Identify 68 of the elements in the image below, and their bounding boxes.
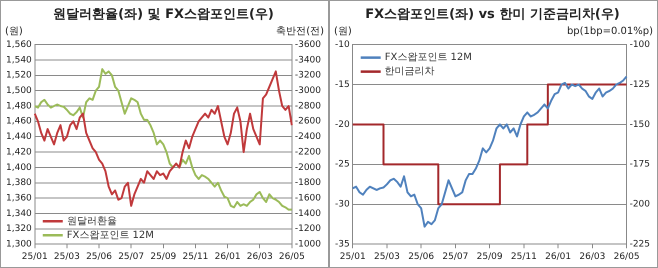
- y-tick-label: -25: [334, 160, 350, 170]
- y2-tick-label: -200: [630, 200, 650, 210]
- legend-label: FX스왑포인트 12M: [384, 52, 472, 64]
- chart-title: 원달러환율(좌) 및 FX스왑포인트(우): [53, 7, 274, 22]
- y-tick-label: 1,300: [6, 240, 32, 250]
- y-tick-label: 1,320: [6, 224, 32, 234]
- y-tick-label: 1,440: [6, 132, 32, 142]
- y2-tick-label: -150: [630, 120, 650, 130]
- y2-tick-label: -3600: [294, 40, 322, 50]
- legend-label: 한미금리차: [384, 66, 435, 78]
- y2-tick-label: -2800: [294, 101, 322, 112]
- y-tick-label: -20: [334, 120, 350, 130]
- x-tick-label: 25/07: [118, 252, 144, 262]
- y-tick-label: 1,360: [6, 193, 32, 204]
- y2-axis-title: bp(1bp=0.01%p): [566, 26, 654, 38]
- y2-tick-label: -175: [630, 160, 650, 170]
- x-tick-label: 25/11: [182, 252, 208, 262]
- y2-tick-label: -1000: [294, 240, 322, 250]
- y2-tick-label: -2000: [294, 162, 322, 173]
- y2-tick-label: -125: [630, 80, 650, 90]
- x-tick-label: 25/09: [476, 252, 503, 262]
- y-tick-label: 1,460: [6, 116, 32, 127]
- y2-tick-label: -3000: [294, 86, 322, 96]
- y2-tick-label: -3400: [294, 55, 322, 66]
- x-tick-label: 25/01: [22, 252, 48, 262]
- legend-label: 원달러환율: [66, 216, 117, 227]
- chart-title: FX스왑포인트(좌) vs 한미 기준금리차(우): [365, 7, 620, 22]
- y2-tick-label: -100: [630, 40, 650, 50]
- x-tick-label: 26/01: [545, 252, 572, 262]
- y2-tick-label: -1600: [294, 193, 322, 204]
- x-tick-label: 25/07: [442, 252, 468, 262]
- x-tick-label: 25/03: [374, 252, 400, 262]
- y-tick-label: 1,560: [6, 40, 32, 50]
- y-tick-label: -35: [334, 240, 350, 250]
- y-tick-label: 1,340: [6, 208, 32, 219]
- y-tick-label: 1,480: [6, 101, 32, 112]
- y2-tick-label: -1800: [294, 178, 322, 188]
- x-tick-label: 26/03: [246, 252, 273, 262]
- x-tick-label: 26/03: [579, 252, 606, 262]
- y-tick-label: 1,520: [6, 70, 32, 81]
- x-tick-label: 25/03: [54, 252, 80, 262]
- x-tick-label: 25/09: [150, 252, 177, 262]
- y-tick-label: 1,500: [6, 86, 32, 96]
- y2-tick-label: -3200: [294, 70, 322, 81]
- x-tick-label: 25/06: [408, 252, 434, 262]
- y2-tick-label: -225: [630, 240, 650, 250]
- y-tick-label: -15: [334, 80, 350, 90]
- y2-tick-label: -1200: [294, 224, 322, 234]
- legend-label: FX스왑포인트 12M: [66, 230, 154, 241]
- x-tick-label: 25/01: [340, 252, 366, 262]
- y-tick-label: 1,380: [6, 178, 32, 188]
- x-tick-label: 25/06: [86, 252, 112, 262]
- x-tick-label: 26/05: [614, 252, 640, 262]
- x-tick-label: 26/01: [214, 252, 241, 262]
- x-tick-label: 25/11: [510, 252, 537, 262]
- y-axis-title: (원): [5, 26, 23, 38]
- y-tick-label: 1,540: [6, 55, 32, 66]
- y-tick-label: 1,420: [6, 147, 32, 158]
- y-tick-label: -30: [334, 200, 350, 210]
- y2-tick-label: -2200: [294, 147, 322, 158]
- y-tick-label: 1,400: [6, 162, 32, 173]
- x-tick-label: 26/05: [278, 252, 305, 262]
- y2-tick-label: -2600: [294, 116, 322, 127]
- y2-tick-label: -2400: [294, 132, 322, 142]
- y2-axis-title: 축반전(전): [276, 26, 324, 38]
- y-axis-title: (원): [334, 26, 352, 38]
- y-tick-label: -10: [334, 40, 350, 50]
- y2-tick-label: -1400: [294, 208, 322, 219]
